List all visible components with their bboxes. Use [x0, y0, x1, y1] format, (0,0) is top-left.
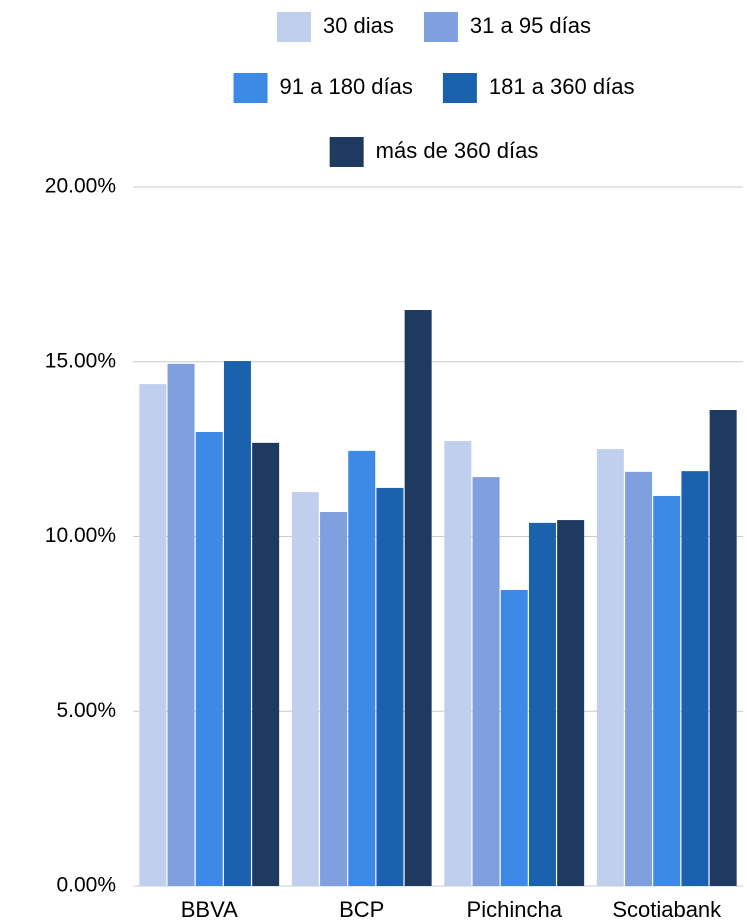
bar — [528, 522, 556, 886]
y-tick-label: 5.00% — [56, 699, 116, 722]
legend-label: más de 360 días — [376, 138, 539, 163]
x-tick-label: BCP — [339, 897, 384, 922]
legend-item: 181 a 360 días — [442, 73, 635, 103]
legend-item: 31 a 95 días — [423, 12, 591, 42]
legend-item: 30 dias — [276, 12, 394, 42]
x-tick-label: Scotiabank — [612, 897, 722, 922]
bar — [681, 471, 709, 886]
bar — [223, 361, 251, 886]
y-tick-label: 20.00% — [45, 175, 116, 198]
bar — [596, 449, 624, 886]
bar — [291, 492, 319, 886]
legend-swatch — [423, 12, 458, 42]
x-tick-label: Pichincha — [467, 897, 563, 922]
legend-label: 91 a 180 días — [280, 74, 413, 99]
bar — [709, 409, 737, 886]
legend-row: 30 dias 31 a 95 días — [276, 12, 591, 42]
bar — [404, 310, 432, 886]
bar — [625, 471, 653, 886]
bar — [653, 495, 681, 886]
legend-row: más de 360 días — [329, 137, 539, 167]
legend-label: 181 a 360 días — [489, 74, 635, 99]
legend-label: 31 a 95 días — [470, 13, 591, 38]
bar — [376, 487, 404, 886]
bar — [167, 363, 195, 886]
bar — [557, 520, 585, 886]
bar — [348, 450, 376, 886]
bar — [320, 512, 348, 886]
legend-label: 30 dias — [323, 13, 394, 38]
bar — [252, 442, 280, 886]
legend-swatch — [329, 137, 364, 167]
y-tick-label: 10.00% — [45, 524, 116, 547]
x-tick-label: BBVA — [181, 897, 238, 922]
legend-swatch — [233, 73, 268, 103]
y-tick-label: 15.00% — [45, 349, 116, 372]
legend-swatch — [442, 73, 477, 103]
y-tick-label: 0.00% — [56, 874, 116, 897]
bar — [444, 441, 472, 886]
bar — [500, 589, 528, 886]
legend-item: más de 360 días — [329, 137, 539, 167]
legend-row: 91 a 180 días 181 a 360 días — [233, 73, 635, 103]
bar — [139, 384, 167, 886]
legend-item: 91 a 180 días — [233, 73, 413, 103]
bar — [195, 431, 223, 886]
bar — [472, 477, 500, 886]
legend-swatch — [276, 12, 311, 42]
